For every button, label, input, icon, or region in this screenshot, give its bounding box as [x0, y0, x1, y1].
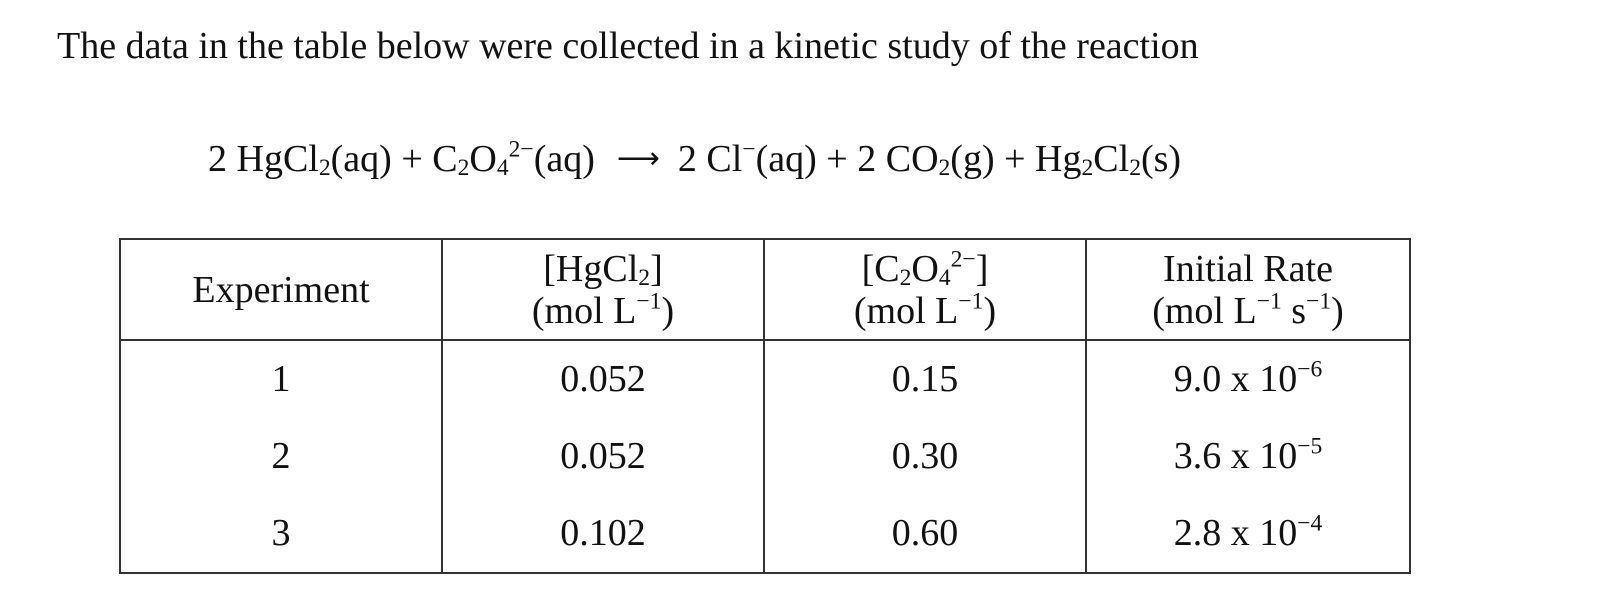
- header-initial-rate: Initial Rate (mol L−1 s−1): [1085, 238, 1411, 341]
- cell-experiment: 2: [119, 418, 443, 495]
- cell-c2o4: 0.30: [763, 418, 1087, 495]
- header-hgcl2-concentration: [HgCl2] (mol L−1): [441, 238, 765, 341]
- plus-sign: +: [1004, 138, 1026, 180]
- reactant-oxalate: C2O42−(aq): [432, 136, 595, 182]
- cell-c2o4: 0.15: [763, 340, 1087, 418]
- plus-sign: +: [401, 138, 423, 180]
- reaction-arrow-icon: ⟶: [616, 141, 660, 176]
- product-hg2cl2: Hg2Cl2(s): [1035, 138, 1182, 182]
- cell-hgcl2: 0.052: [441, 418, 765, 495]
- cell-experiment: 3: [119, 495, 443, 574]
- table-row: 2 0.052 0.30 3.6 x 10−5: [119, 418, 1411, 495]
- kinetics-data-table: Experiment [HgCl2] (mol L−1) [C2O42−] (m…: [119, 238, 1411, 574]
- cell-experiment: 1: [119, 340, 443, 418]
- table-row: 3 0.102 0.60 2.8 x 10−4: [119, 495, 1411, 574]
- table-row: 1 0.052 0.15 9.0 x 10−6: [119, 340, 1411, 418]
- chemical-equation: 2 HgCl2(aq) + C2O42−(aq) ⟶ 2 Cl−(aq) + 2 C…: [208, 135, 1181, 186]
- cell-rate: 9.0 x 10−6: [1085, 340, 1411, 418]
- product-co2: 2 CO2(g): [857, 138, 995, 182]
- cell-c2o4: 0.60: [763, 495, 1087, 574]
- reactant-hgcl2: 2 HgCl2(aq): [208, 138, 392, 182]
- cell-rate: 2.8 x 10−4: [1085, 495, 1411, 574]
- cell-rate: 3.6 x 10−5: [1085, 418, 1411, 495]
- cell-hgcl2: 0.102: [441, 495, 765, 574]
- plus-sign: +: [826, 138, 848, 180]
- header-experiment: Experiment: [119, 238, 443, 341]
- cell-hgcl2: 0.052: [441, 340, 765, 418]
- product-chloride: 2 Cl−(aq): [677, 136, 817, 180]
- header-oxalate-concentration: [C2O42−] (mol L−1): [763, 238, 1087, 341]
- intro-text: The data in the table below were collect…: [57, 25, 1199, 67]
- table-header-row: Experiment [HgCl2] (mol L−1) [C2O42−] (m…: [119, 238, 1411, 341]
